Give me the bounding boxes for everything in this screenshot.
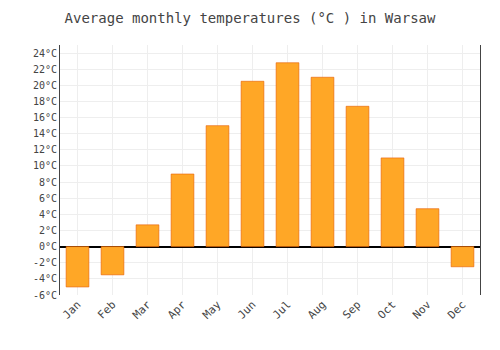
svg-text:18°C: 18°C — [33, 96, 57, 107]
svg-text:Average monthly temperatures (: Average monthly temperatures (°C ) in Wa… — [65, 10, 436, 26]
svg-text:Aug: Aug — [305, 298, 328, 321]
svg-text:22°C: 22°C — [33, 64, 57, 75]
svg-text:14°C: 14°C — [33, 128, 57, 139]
svg-text:-2°C: -2°C — [33, 257, 57, 268]
svg-text:12°C: 12°C — [33, 144, 57, 155]
svg-text:2°C: 2°C — [39, 225, 57, 236]
svg-text:8°C: 8°C — [39, 177, 57, 188]
svg-text:16°C: 16°C — [33, 112, 57, 123]
svg-text:Feb: Feb — [95, 298, 118, 321]
svg-text:Mar: Mar — [130, 298, 154, 322]
svg-text:-4°C: -4°C — [33, 273, 57, 284]
svg-text:Jun: Jun — [235, 298, 258, 321]
svg-text:-6°C: -6°C — [33, 290, 57, 301]
svg-text:Jan: Jan — [60, 298, 83, 321]
svg-text:May: May — [200, 298, 224, 322]
svg-text:Dec: Dec — [445, 298, 468, 321]
svg-text:10°C: 10°C — [33, 160, 57, 171]
svg-text:Nov: Nov — [410, 298, 434, 322]
svg-text:Sep: Sep — [340, 298, 363, 321]
svg-text:24°C: 24°C — [33, 48, 57, 59]
svg-text:0°C: 0°C — [39, 241, 57, 252]
svg-text:6°C: 6°C — [39, 193, 57, 204]
svg-text:Jul: Jul — [270, 298, 293, 321]
svg-text:4°C: 4°C — [39, 209, 57, 220]
svg-text:Apr: Apr — [165, 298, 189, 322]
svg-text:Oct: Oct — [375, 298, 398, 321]
svg-text:20°C: 20°C — [33, 80, 57, 91]
